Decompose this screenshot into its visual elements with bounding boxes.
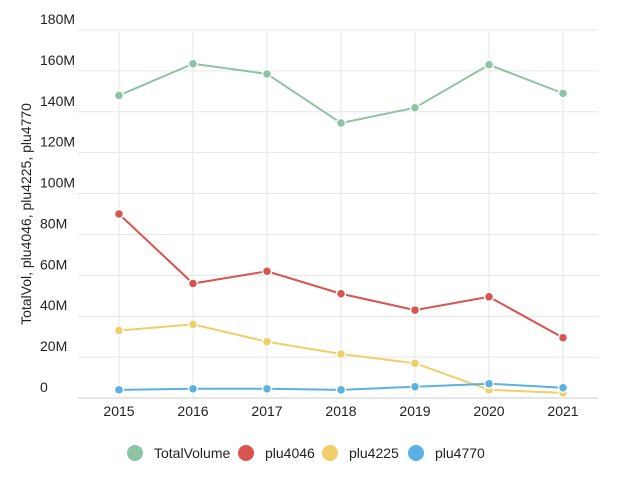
data-point[interactable] bbox=[187, 319, 199, 330]
legend: TotalVolume plu4046 plu4225 plu4770 bbox=[127, 445, 485, 461]
y-axis-title: TotalVol, plu4046, plu4225, plu4770 bbox=[18, 103, 34, 325]
y-tick-label: 140M bbox=[40, 93, 75, 109]
data-point[interactable] bbox=[409, 381, 421, 393]
y-tick-label: 160M bbox=[40, 52, 75, 68]
data-point[interactable] bbox=[113, 325, 125, 336]
data-point[interactable] bbox=[557, 332, 569, 343]
data-point[interactable] bbox=[557, 382, 569, 394]
legend-item[interactable]: plu4770 bbox=[408, 445, 485, 461]
x-tick-label: 2019 bbox=[399, 403, 430, 419]
x-tick-label: 2016 bbox=[177, 403, 208, 419]
x-tick-labels: 2015 2016 2017 2018 2019 2020 2021 bbox=[103, 403, 578, 419]
y-tick-label: 120M bbox=[40, 134, 75, 150]
data-point[interactable] bbox=[335, 348, 347, 360]
legend-item[interactable]: TotalVolume bbox=[127, 445, 230, 461]
legend-label: TotalVolume bbox=[154, 445, 230, 461]
legend-item[interactable]: plu4046 bbox=[238, 445, 315, 461]
data-point[interactable] bbox=[483, 59, 495, 71]
data-point[interactable] bbox=[483, 291, 495, 303]
data-point[interactable] bbox=[409, 304, 421, 316]
y-tick-label: 60M bbox=[40, 256, 67, 272]
data-point[interactable] bbox=[187, 58, 199, 69]
legend-marker bbox=[408, 445, 424, 461]
data-point[interactable] bbox=[261, 68, 273, 80]
data-point[interactable] bbox=[557, 88, 569, 99]
x-tick-label: 2018 bbox=[325, 403, 356, 419]
x-tick-label: 2021 bbox=[547, 403, 578, 419]
y-tick-labels: 0 20M 40M 60M 80M 100M 120M 140M 160M 180M bbox=[40, 11, 75, 395]
data-point[interactable] bbox=[113, 384, 125, 396]
x-tick-label: 2015 bbox=[103, 403, 134, 419]
data-point[interactable] bbox=[335, 117, 347, 129]
series-plu4770 bbox=[113, 378, 569, 396]
legend-marker bbox=[127, 445, 143, 461]
series-plu4225 bbox=[113, 319, 569, 399]
x-tick-label: 2017 bbox=[251, 403, 282, 419]
y-tick-label: 40M bbox=[40, 297, 67, 313]
data-point[interactable] bbox=[409, 357, 421, 369]
data-point[interactable] bbox=[409, 102, 421, 113]
series-layer bbox=[113, 58, 569, 399]
x-tick-label: 2020 bbox=[473, 403, 504, 419]
data-point[interactable] bbox=[113, 90, 125, 101]
data-point[interactable] bbox=[187, 278, 199, 289]
grid-layer bbox=[78, 29, 598, 399]
legend-marker bbox=[238, 445, 254, 461]
y-tick-label: 20M bbox=[40, 338, 67, 354]
series-totalvolume bbox=[113, 58, 569, 129]
y-tick-label: 80M bbox=[40, 215, 67, 231]
legend-item[interactable]: plu4225 bbox=[322, 445, 399, 461]
data-point[interactable] bbox=[261, 336, 273, 348]
y-tick-label: 100M bbox=[40, 175, 75, 191]
data-point[interactable] bbox=[261, 383, 273, 395]
legend-label: plu4046 bbox=[265, 445, 315, 461]
y-tick-label: 0 bbox=[40, 379, 48, 395]
legend-marker bbox=[322, 445, 338, 461]
data-point[interactable] bbox=[335, 288, 347, 299]
legend-label: plu4770 bbox=[435, 445, 485, 461]
data-point[interactable] bbox=[335, 384, 347, 396]
data-point[interactable] bbox=[261, 265, 273, 277]
y-tick-label: 180M bbox=[40, 11, 75, 27]
data-point[interactable] bbox=[187, 383, 199, 395]
legend-label: plu4225 bbox=[349, 445, 399, 461]
data-point[interactable] bbox=[113, 208, 125, 220]
series-plu4046 bbox=[113, 208, 569, 343]
data-point[interactable] bbox=[483, 378, 495, 389]
